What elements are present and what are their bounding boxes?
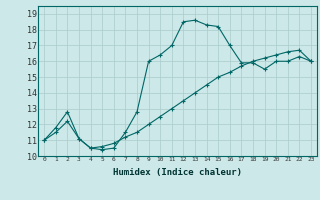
X-axis label: Humidex (Indice chaleur): Humidex (Indice chaleur): [113, 168, 242, 177]
